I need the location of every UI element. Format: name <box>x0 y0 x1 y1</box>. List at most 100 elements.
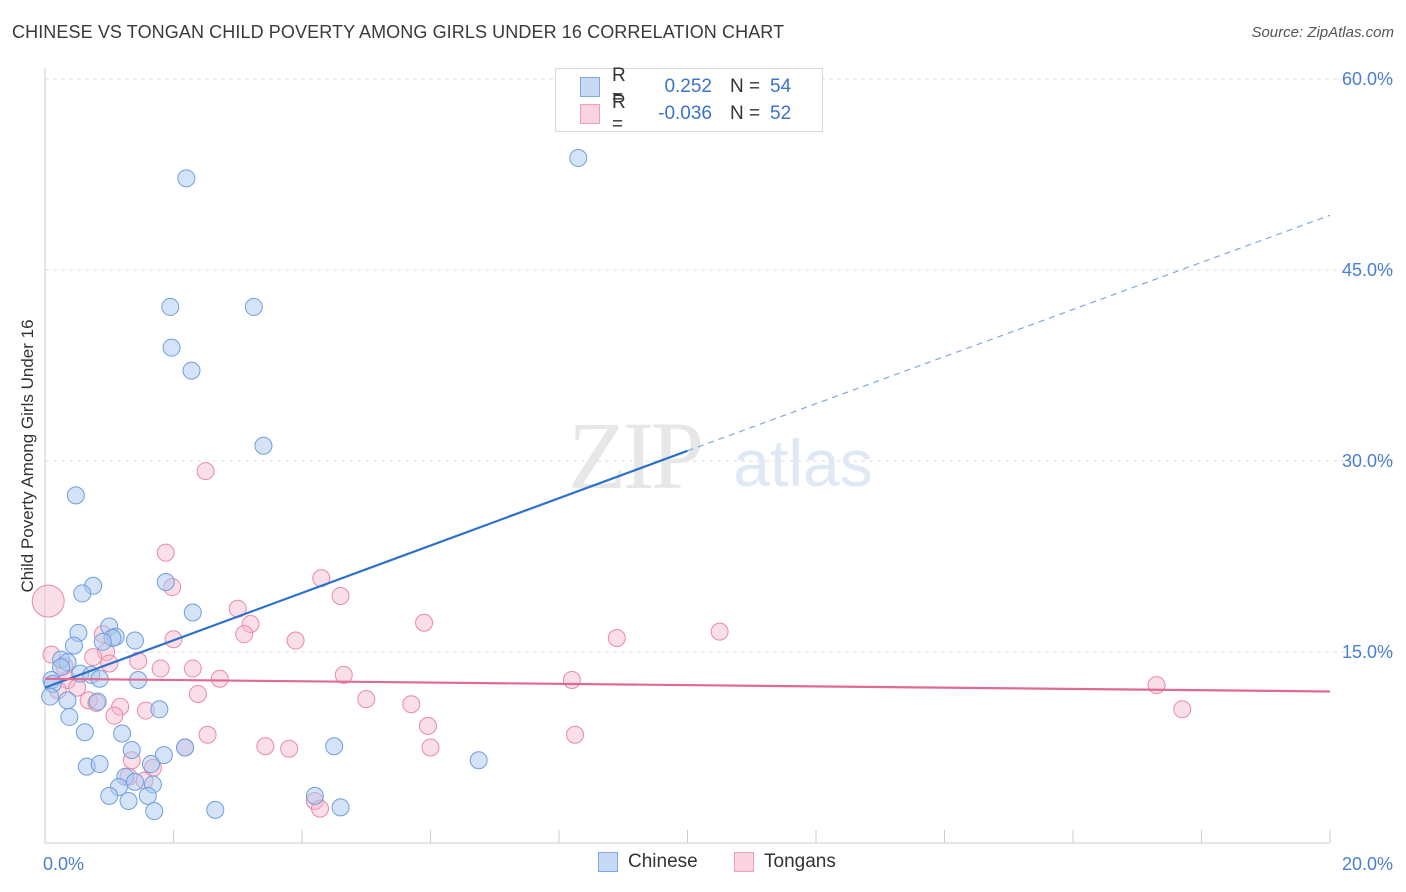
tongans-point <box>256 737 275 756</box>
n-label: N = <box>730 76 761 97</box>
chinese-point <box>142 755 161 774</box>
chinese-point <box>176 738 195 757</box>
tongans-point <box>151 659 170 678</box>
tongans-points <box>31 462 1192 818</box>
chinese-point <box>125 631 144 650</box>
tongans-point <box>566 725 585 744</box>
chinese-point <box>138 786 157 805</box>
tick-labels: 15.0% 30.0% 45.0% 60.0% 0.0% 20.0% <box>43 69 1393 874</box>
tongans-point <box>31 584 65 618</box>
watermark-atlas: atlas <box>733 426 872 500</box>
tongans-point <box>210 669 229 688</box>
correlation-legend: R = 0.252 N = 54 R = -0.036 N = 52 <box>555 65 823 135</box>
chinese-point <box>145 802 164 821</box>
chinese-points <box>41 148 588 821</box>
legend-label: Chinese <box>628 851 698 872</box>
grid-lines <box>45 78 1393 653</box>
chinese-trend-extension <box>687 214 1331 452</box>
tongans-point <box>415 613 434 632</box>
tongans-point <box>331 586 350 605</box>
chinese-point <box>125 772 144 791</box>
y-tick-label: 45.0% <box>1342 260 1393 280</box>
tongans-point <box>402 695 421 714</box>
tongans-point <box>241 614 260 633</box>
chinese-point <box>150 700 169 719</box>
tongans-point <box>607 628 626 647</box>
tongans-swatch <box>734 852 754 872</box>
tongans-point <box>111 697 130 716</box>
chinese-point <box>177 169 196 188</box>
r-value: 0.252 <box>664 76 712 97</box>
chinese-point <box>156 572 175 591</box>
chinese-point <box>93 632 112 651</box>
chinese-point <box>183 603 202 622</box>
y-tick-label: 15.0% <box>1342 642 1393 662</box>
tongans-point <box>421 738 440 757</box>
n-value: 52 <box>770 103 792 124</box>
chinese-point <box>254 436 273 455</box>
chinese-point <box>244 297 263 316</box>
tongans-point <box>198 725 217 744</box>
r-label: R = <box>612 65 626 108</box>
chinese-point <box>60 707 79 726</box>
chinese-point <box>154 746 173 765</box>
chinese-point <box>119 791 138 810</box>
chinese-swatch <box>598 852 618 872</box>
n-label: N = <box>730 103 761 124</box>
chart-source: Source: ZipAtlas.com <box>1251 24 1394 41</box>
chinese-point <box>52 658 71 677</box>
chinese-trend-line <box>44 449 688 689</box>
chinese-point <box>75 723 94 742</box>
chinese-point <box>64 636 83 655</box>
tongans-point <box>562 671 581 690</box>
chinese-point <box>100 786 119 805</box>
tongans-point <box>235 625 254 644</box>
r-label: R = <box>612 92 626 135</box>
tongans-trend-line <box>44 677 1331 693</box>
chart-title: CHINESE VS TONGAN CHILD POVERTY AMONG GI… <box>12 22 785 42</box>
legend-item-tongans: Tongans <box>734 851 836 873</box>
chinese-point <box>58 691 77 710</box>
chinese-point <box>122 741 141 760</box>
chinese-point <box>569 148 588 167</box>
tongans-point <box>84 648 103 667</box>
tongans-point <box>105 706 124 725</box>
chinese-point <box>90 755 109 774</box>
chinese-swatch <box>580 77 600 97</box>
tongans-point <box>286 631 305 650</box>
chinese-point <box>88 692 107 711</box>
x-tick-label: 0.0% <box>43 854 84 874</box>
chinese-point <box>41 687 60 706</box>
chinese-point <box>305 786 324 805</box>
tongans-point <box>196 462 215 481</box>
tongans-point <box>280 739 299 758</box>
chinese-point <box>162 338 181 357</box>
chinese-point <box>161 297 180 316</box>
chinese-point <box>182 361 201 380</box>
n-value: 54 <box>770 76 792 97</box>
tongans-point <box>1147 676 1166 695</box>
tongans-point <box>334 665 353 684</box>
tongans-point <box>183 659 202 678</box>
tongans-point <box>1173 700 1192 719</box>
chinese-point <box>66 486 85 505</box>
x-tick-label: 20.0% <box>1342 854 1393 874</box>
legend-row-tongans: R = -0.036 N = 52 <box>580 92 792 135</box>
legend-row-chinese: R = 0.252 N = 54 <box>580 65 792 108</box>
tongans-point <box>710 622 729 641</box>
y-tick-label: 60.0% <box>1342 69 1393 89</box>
chinese-point <box>206 800 225 819</box>
trend-lines <box>44 214 1331 693</box>
r-value: -0.036 <box>658 103 712 124</box>
chinese-point <box>325 737 344 756</box>
tongans-point <box>156 543 175 562</box>
chinese-point <box>73 584 92 603</box>
tongans-point <box>357 690 376 709</box>
legend-item-chinese: Chinese <box>598 851 698 873</box>
axes <box>44 68 1331 844</box>
chinese-point <box>113 724 132 743</box>
chinese-point <box>331 798 350 817</box>
chinese-point <box>469 751 488 770</box>
legend-label: Tongans <box>764 851 836 872</box>
